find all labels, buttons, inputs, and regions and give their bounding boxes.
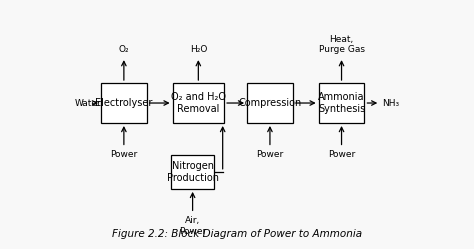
Text: Electrolyser: Electrolyser bbox=[95, 98, 153, 108]
Text: Compression: Compression bbox=[238, 98, 301, 108]
Text: Power: Power bbox=[110, 150, 137, 159]
Text: H₂O: H₂O bbox=[190, 45, 207, 54]
Bar bbox=[247, 83, 293, 123]
Text: Figure 2.2: Block Diagram of Power to Ammonia: Figure 2.2: Block Diagram of Power to Am… bbox=[112, 229, 362, 239]
Text: O₂ and H₂O
Removal: O₂ and H₂O Removal bbox=[171, 92, 226, 114]
Text: Power: Power bbox=[328, 150, 355, 159]
Text: Ammonia
Synthesis: Ammonia Synthesis bbox=[318, 92, 365, 114]
Text: Nitrogen
Production: Nitrogen Production bbox=[166, 161, 219, 183]
Text: Water: Water bbox=[75, 99, 102, 108]
Bar bbox=[319, 83, 365, 123]
Text: O₂: O₂ bbox=[118, 45, 129, 54]
Bar bbox=[101, 83, 147, 123]
Text: NH₃: NH₃ bbox=[382, 99, 399, 108]
Bar bbox=[171, 155, 214, 189]
Text: Heat,
Purge Gas: Heat, Purge Gas bbox=[319, 35, 365, 54]
Bar bbox=[173, 83, 224, 123]
Text: Air,
Power: Air, Power bbox=[179, 216, 206, 236]
Text: Power: Power bbox=[256, 150, 283, 159]
